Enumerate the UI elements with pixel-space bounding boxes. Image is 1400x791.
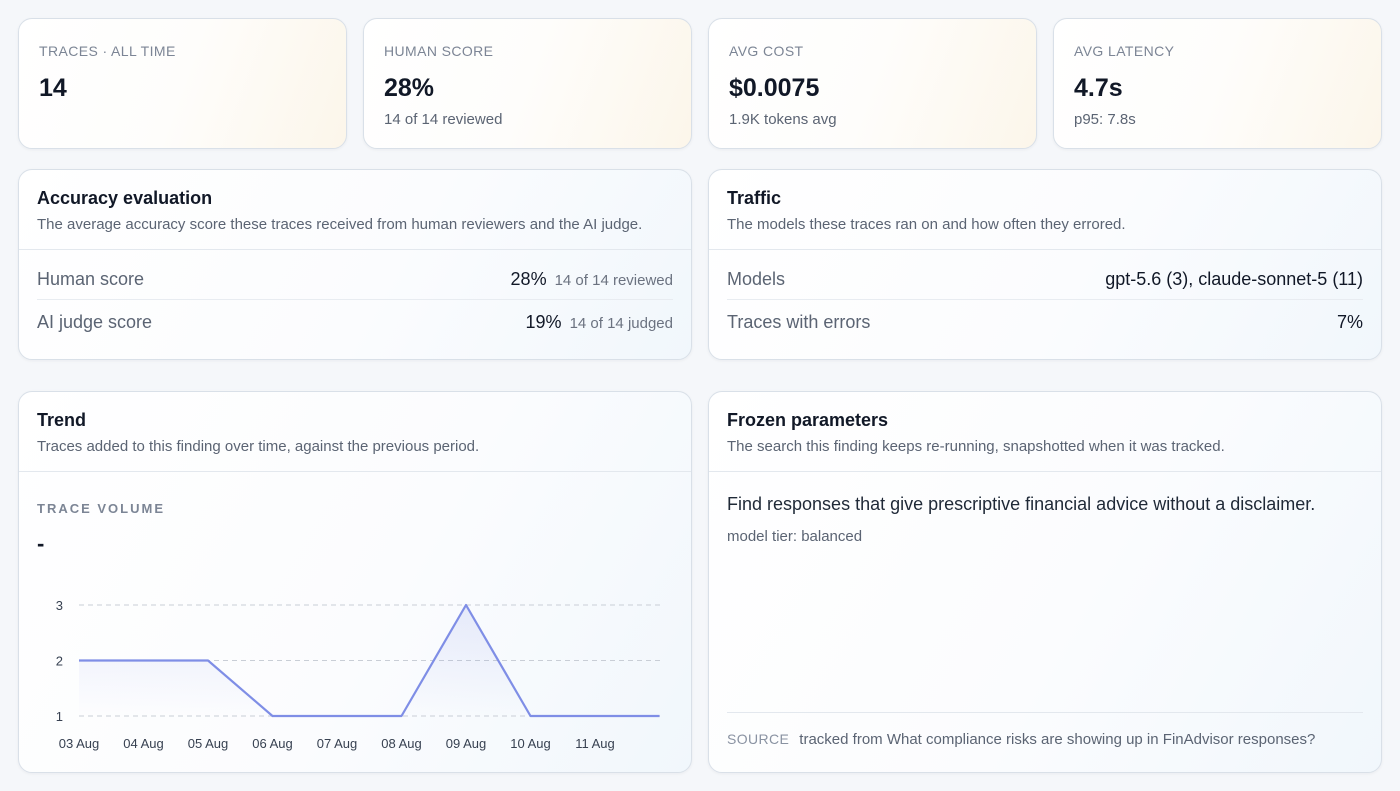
row-key: AI judge score (37, 311, 153, 332)
panel-title: Accuracy evaluation (37, 188, 213, 208)
stat-sub: 14 of 14 reviewed (384, 111, 503, 128)
divider (19, 471, 691, 472)
x-tick-label: 10 Aug (510, 736, 551, 751)
model-tier: model tier: balanced (727, 528, 863, 545)
x-tick-label: 11 Aug (575, 736, 615, 751)
stat-sub: 1.9K tokens avg (729, 111, 837, 128)
x-tick-label: 07 Aug (317, 736, 358, 751)
panel-header: Accuracy evaluation The average accuracy… (37, 188, 673, 233)
divider (19, 249, 691, 250)
panel-header: Traffic The models these traces ran on a… (727, 188, 1363, 233)
row-note: 14 of 14 reviewed (554, 272, 673, 289)
divider (709, 471, 1381, 472)
x-tick-label: 05 Aug (188, 736, 229, 751)
panel-title: Frozen parameters (727, 410, 889, 430)
y-tick-label: 2 (56, 654, 63, 669)
traffic-panel: Traffic The models these traces ran on a… (708, 169, 1382, 360)
row-value: 7% (1336, 311, 1363, 332)
stat-sub: p95: 7.8s (1074, 111, 1136, 128)
stat-card-avg-latency: AVG LATENCY 4.7s p95: 7.8s (1053, 18, 1382, 149)
row-key: Traces with errors (727, 311, 871, 332)
panel-header: Frozen parameters The search this findin… (727, 410, 1363, 455)
trace-volume-label: TRACE VOLUME (37, 501, 165, 516)
row-value: 28% (510, 269, 547, 289)
errors-row: Traces with errors 7% (727, 302, 1363, 342)
stat-card-traces: TRACES · ALL TIME 14 (18, 18, 347, 149)
x-tick-label: 06 Aug (252, 736, 293, 751)
panel-description: The models these traces ran on and how o… (727, 216, 1126, 233)
row-value: gpt-5.6 (3), claude-sonnet-5 (11) (1105, 269, 1363, 289)
panel-description: Traces added to this finding over time, … (37, 438, 480, 455)
frozen-parameters-panel: Frozen parameters The search this findin… (708, 391, 1382, 773)
stat-value: 28% (384, 74, 435, 102)
source-value: tracked from What compliance risks are s… (799, 731, 1316, 748)
x-tick-label: 08 Aug (381, 736, 422, 751)
stat-value: 14 (39, 74, 67, 102)
divider (709, 249, 1381, 250)
trend-panel: Trend Traces added to this finding over … (18, 391, 692, 773)
y-tick-label: 3 (56, 598, 63, 613)
accuracy-panel: Accuracy evaluation The average accuracy… (18, 169, 692, 360)
x-tick-label: 04 Aug (123, 736, 164, 751)
panel-header: Trend Traces added to this finding over … (37, 410, 673, 455)
y-tick-label: 1 (56, 709, 63, 724)
row-key: Human score (37, 269, 145, 289)
series-line (79, 603, 660, 718)
panel-description: The average accuracy score these traces … (37, 216, 643, 233)
human-score-row: Human score 28% 14 of 14 reviewed (37, 260, 673, 300)
stat-label: AVG COST (729, 43, 804, 59)
row-value: 19% (525, 311, 562, 332)
stat-value: 4.7s (1074, 74, 1123, 102)
source-row: SOURCE tracked from What compliance risk… (727, 712, 1363, 748)
stat-label: AVG LATENCY (1074, 43, 1175, 59)
stat-label: TRACES · ALL TIME (39, 43, 176, 59)
trace-volume-chart: 1 2 3 03 Aug 04 Aug 05 Aug 06 Aug 07 Aug 08 Aug 0… (56, 598, 661, 751)
models-row: Models gpt-5.6 (3), claude-sonnet-5 (11) (727, 260, 1363, 300)
x-tick-label: 03 Aug (59, 736, 100, 751)
stat-label: HUMAN SCORE (384, 43, 494, 59)
stat-card-human-score: HUMAN SCORE 28% 14 of 14 reviewed (363, 18, 692, 149)
trace-volume-value: - (37, 531, 45, 556)
panel-title: Trend (37, 410, 87, 430)
stat-card-avg-cost: AVG COST $0.0075 1.9K tokens avg (708, 18, 1037, 149)
panel-description: The search this finding keeps re-running… (727, 438, 1225, 455)
source-label: SOURCE (727, 731, 790, 747)
x-tick-label: 09 Aug (446, 736, 487, 751)
ai-judge-score-row: AI judge score 19% 14 of 14 judged (37, 302, 673, 342)
row-key: Models (727, 269, 786, 289)
row-note: 14 of 14 judged (569, 314, 673, 332)
panel-title: Traffic (727, 188, 782, 208)
frozen-query: Find responses that give prescriptive fi… (727, 494, 1316, 514)
stat-value: $0.0075 (729, 74, 820, 102)
